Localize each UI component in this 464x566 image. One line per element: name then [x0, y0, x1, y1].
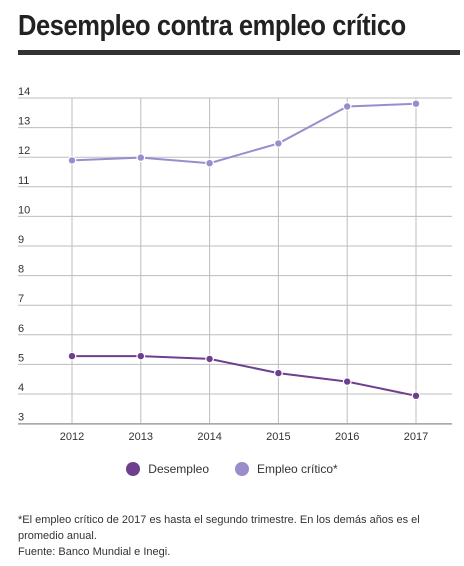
data-point[interactable] [136, 351, 146, 361]
x-tick-label: 2014 [197, 431, 221, 443]
y-tick-label: 6 [18, 323, 24, 335]
legend-swatch-empleo-critico [235, 462, 249, 476]
x-tick-label: 2016 [335, 431, 359, 443]
series-line-empleo-critico [71, 102, 417, 165]
y-tick-label: 14 [18, 86, 30, 98]
footnote-source: Fuente: Banco Mundial e Inegi. [18, 546, 171, 558]
title-rule [18, 50, 460, 55]
legend-label-desempleo: Desempleo [148, 462, 209, 476]
data-point[interactable] [274, 138, 283, 148]
x-tick-label: 2013 [129, 431, 153, 443]
legend: Desempleo Empleo crítico* [0, 462, 464, 476]
data-point[interactable] [342, 102, 352, 111]
footnote: *El empleo crítico de 2017 es hasta el s… [18, 512, 448, 560]
chart-title: Desempleo contra empleo crítico [18, 10, 406, 42]
y-tick-label: 8 [18, 264, 24, 276]
y-tick-label: 11 [18, 175, 29, 187]
x-tick-label: 2015 [266, 431, 290, 443]
data-point[interactable] [205, 354, 215, 364]
y-tick-label: 4 [18, 382, 24, 394]
data-point[interactable] [411, 99, 421, 109]
series-group [67, 99, 421, 401]
x-tick-label: 2017 [404, 431, 428, 443]
series-line-desempleo [72, 355, 417, 397]
y-tick-label: 7 [18, 293, 24, 305]
grid-lines [18, 97, 452, 425]
y-tick-label: 10 [18, 204, 30, 216]
y-tick-label: 9 [18, 234, 24, 246]
y-tick-label: 12 [18, 145, 30, 157]
data-point[interactable] [411, 391, 421, 401]
legend-label-empleo-critico: Empleo crítico* [257, 462, 338, 476]
data-point[interactable] [67, 351, 77, 361]
data-point[interactable] [342, 377, 352, 387]
data-point[interactable] [67, 155, 77, 165]
y-tick-label: 3 [18, 412, 24, 424]
x-axis: 2012 2013 2014 2015 2016 2017 [60, 431, 428, 443]
data-point[interactable] [136, 153, 146, 163]
legend-swatch-desempleo [126, 462, 141, 476]
y-tick-label: 5 [18, 352, 24, 364]
data-point[interactable] [205, 158, 215, 168]
y-tick-label: 13 [18, 116, 30, 128]
legend-item-desempleo: Desempleo [126, 462, 209, 476]
legend-item-empleo-critico: Empleo crítico* [235, 462, 338, 476]
x-tick-label: 2012 [60, 431, 84, 443]
data-point[interactable] [274, 368, 283, 378]
footnote-note: *El empleo crítico de 2017 es hasta el s… [18, 514, 420, 542]
y-axis: 14 13 12 11 10 9 8 7 6 5 4 3 [18, 86, 30, 424]
